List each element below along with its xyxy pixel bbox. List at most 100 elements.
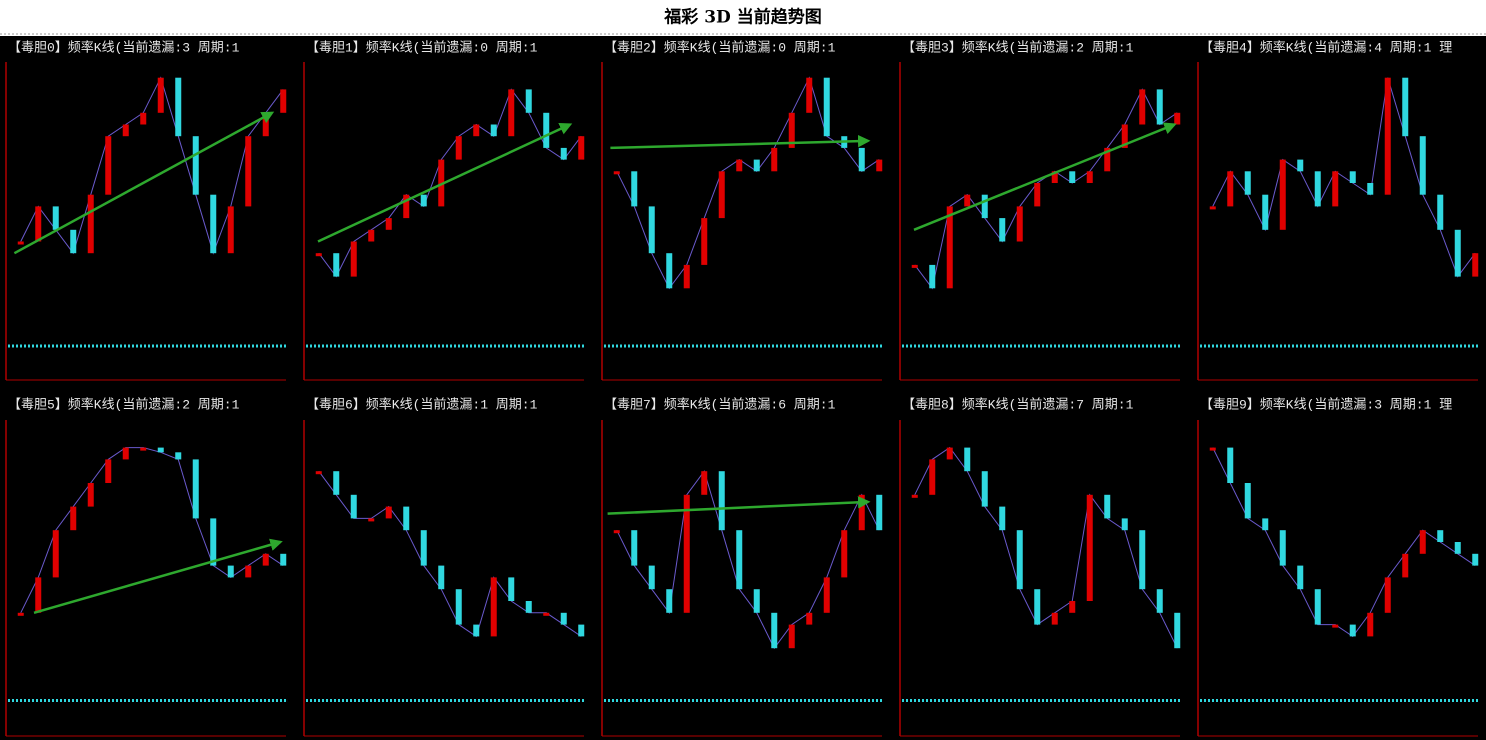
kline-bar xyxy=(1402,553,1409,578)
kline-bar xyxy=(420,530,427,566)
panel-label: 【毒胆6】频率K线(当前遗漏:1 周期:1 xyxy=(306,396,538,412)
kline-bar xyxy=(876,159,883,172)
kline-bar xyxy=(1367,183,1374,195)
kline-bar xyxy=(1156,589,1163,613)
kline-bar xyxy=(1209,206,1216,210)
chart-area xyxy=(0,36,1486,740)
kline-bar xyxy=(1297,159,1304,172)
panel-label: 【毒胆5】频率K线(当前遗漏:2 周期:1 xyxy=(8,396,240,412)
kline-bar xyxy=(1051,612,1058,625)
kline-bar xyxy=(683,264,690,289)
kline-bar xyxy=(1121,518,1128,531)
kline-bar xyxy=(1156,89,1163,125)
kline-bar xyxy=(1034,183,1041,207)
kline-bar xyxy=(683,494,690,613)
kline-bar xyxy=(508,577,515,601)
kline-bar xyxy=(140,112,147,125)
kline-bar xyxy=(1332,171,1339,207)
kline-bar xyxy=(666,589,673,613)
trend-arrow xyxy=(33,538,283,615)
kline-bar xyxy=(350,241,357,277)
kline-bar xyxy=(701,471,708,495)
kline-bar xyxy=(262,112,269,137)
kline-bar xyxy=(1454,229,1461,277)
kline-bar xyxy=(823,577,830,613)
kline-bar xyxy=(1472,553,1479,566)
kline-bar xyxy=(192,459,199,519)
kline-bar xyxy=(1227,171,1234,207)
kline-bar xyxy=(1244,483,1251,519)
kline-bar xyxy=(368,518,375,522)
kline-bar xyxy=(157,77,164,113)
kline-bar xyxy=(981,471,988,507)
kline-bar xyxy=(1086,494,1093,601)
kline-bar xyxy=(964,194,971,207)
trend-line xyxy=(20,447,284,614)
kline-bar xyxy=(543,612,550,616)
kline-bar xyxy=(403,506,410,531)
kline-bar xyxy=(1104,147,1111,172)
kline-bar xyxy=(578,136,585,160)
kline-bar xyxy=(385,506,392,519)
kline-bar xyxy=(631,171,638,207)
kline-bar xyxy=(823,77,830,137)
kline-bar xyxy=(1384,577,1391,613)
kline-bar xyxy=(1454,542,1461,554)
kline-bar xyxy=(52,530,59,578)
page-title: 福彩 3D 当前趋势图 xyxy=(663,7,821,28)
kline-bar xyxy=(560,612,567,625)
trend-line xyxy=(318,88,582,278)
kline-bar xyxy=(1139,530,1146,590)
trend-arrow xyxy=(607,496,871,515)
kline-bar xyxy=(1069,171,1076,183)
kline-bar xyxy=(736,159,743,172)
kline-bar xyxy=(227,206,234,254)
kline-bar xyxy=(455,589,462,625)
kline-bar xyxy=(1437,530,1444,542)
kline-bar xyxy=(508,89,515,137)
kline-bar xyxy=(1139,89,1146,125)
kline-bar xyxy=(420,194,427,207)
kline-bar xyxy=(1279,530,1286,566)
panel-label: 【毒胆7】频率K线(当前遗漏:6 周期:1 xyxy=(604,396,836,412)
kline-bar xyxy=(210,194,217,254)
kline-bar xyxy=(981,194,988,219)
trend-arrow xyxy=(317,123,573,243)
kline-bar xyxy=(315,253,322,257)
kline-bar xyxy=(736,530,743,590)
kline-bar xyxy=(718,471,725,531)
trend-arrow xyxy=(610,134,871,150)
kline-bar xyxy=(122,124,129,137)
kline-bar xyxy=(1349,171,1356,183)
kline-bar xyxy=(192,136,199,195)
kline-bar xyxy=(771,147,778,172)
kline-bar xyxy=(35,206,42,242)
panel-label: 【毒胆4】频率K线(当前遗漏:4 周期:1 理 xyxy=(1200,39,1452,55)
kline-bar xyxy=(490,577,497,637)
kline-bar xyxy=(175,77,182,137)
kline-bar xyxy=(1086,171,1093,183)
kline-bar xyxy=(1016,206,1023,242)
kline-bar xyxy=(1297,565,1304,590)
kline-bar xyxy=(105,136,112,195)
kline-bar xyxy=(648,565,655,590)
kline-bar xyxy=(17,612,24,616)
kline-bar xyxy=(438,565,445,590)
kline-bar xyxy=(455,136,462,160)
kline-bar xyxy=(1279,159,1286,230)
trend-arrow xyxy=(913,122,1177,231)
kline-bar xyxy=(806,612,813,625)
kline-bar xyxy=(1244,171,1251,195)
kline-bar xyxy=(753,159,760,172)
kline-bar xyxy=(105,459,112,483)
kline-bar xyxy=(368,229,375,242)
kline-bar xyxy=(1051,171,1058,183)
trend-line xyxy=(318,470,582,638)
kline-bar xyxy=(157,447,164,453)
kline-bar xyxy=(1227,447,1234,483)
kline-bar xyxy=(929,459,936,495)
kline-bar xyxy=(718,171,725,219)
kline-bar xyxy=(227,565,234,578)
title-bar xyxy=(0,0,1486,36)
